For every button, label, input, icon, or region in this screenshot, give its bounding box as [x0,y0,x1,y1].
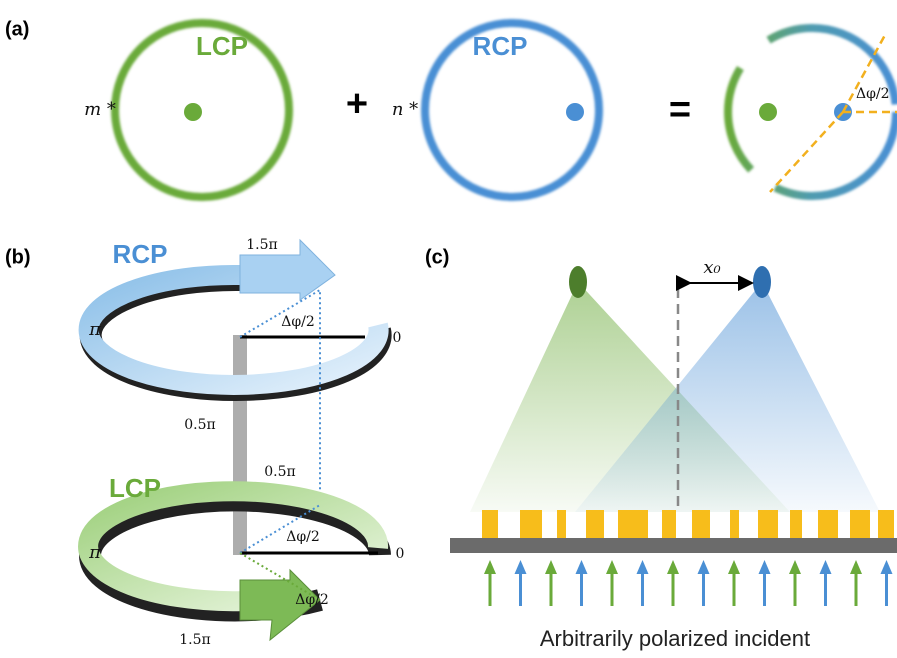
angle-label: Δφ/2 [295,592,329,608]
arrow-head [515,560,527,574]
arrow-head [850,560,862,574]
phase-label: 0 [393,330,402,346]
substrate [450,538,897,553]
phase-label: π [88,542,102,563]
phase-label: 1.5π [179,632,210,648]
lcp-title: LCP [109,473,161,503]
arrow-head [606,560,618,574]
rcp-dot [566,103,584,121]
nanopillar [586,510,604,538]
arrow-head [820,560,832,574]
shift-label: x₀ [703,257,720,278]
arrow-head [728,560,740,574]
coefficient: m * [84,99,116,120]
phase-label: 0 [396,546,405,562]
figure: (a) LCP m * + n * RCP = Δφ/2 (b) RCP 1.5… [0,0,897,658]
blue-focus [753,266,771,298]
nanopillar [758,510,778,538]
angle-label: Δφ/2 [281,314,315,330]
equals-sign: = [669,89,691,131]
arrow-head [881,560,893,574]
nanopillar [557,510,566,538]
panel-label: (b) [5,246,31,268]
angle-label: Δφ/2 [286,529,320,545]
nanopillar [662,510,676,538]
panel-label: (a) [5,18,29,40]
arrow-head [759,560,771,574]
lcp-dot [184,103,202,121]
axis-bar [233,335,247,555]
phase-label: π [88,319,102,340]
plus-sign: + [346,83,368,125]
arrow-head [576,560,588,574]
angle-label: Δφ/2 [856,86,890,102]
phase-label: 0.5π [264,464,295,480]
arrow-head [484,560,496,574]
arrow-head [637,560,649,574]
nanopillar [818,510,838,538]
metasurface [482,510,894,538]
nanopillar [790,510,802,538]
nanopillar [482,510,498,538]
arrow-head [545,560,557,574]
phase-label: 1.5π [246,237,277,253]
arrow-head [789,560,801,574]
mixed-dot-green [759,103,777,121]
arrow-head [698,560,710,574]
green-focus [569,266,587,298]
nanopillar [850,510,870,538]
rcp-title: RCP [113,239,168,269]
nanopillar [692,510,710,538]
nanopillar [520,510,542,538]
arrow-head [667,560,679,574]
panel-label: (c) [425,246,449,268]
nanopillar [618,510,648,538]
nanopillar [730,510,739,538]
phase-label: 0.5π [184,417,215,433]
lcp-title: LCP [196,31,248,61]
nanopillar [878,510,894,538]
rcp-title: RCP [473,31,528,61]
coefficient: n * [392,99,418,120]
incident-arrows [484,560,893,606]
caption: Arbitrarily polarized incident [540,626,810,651]
